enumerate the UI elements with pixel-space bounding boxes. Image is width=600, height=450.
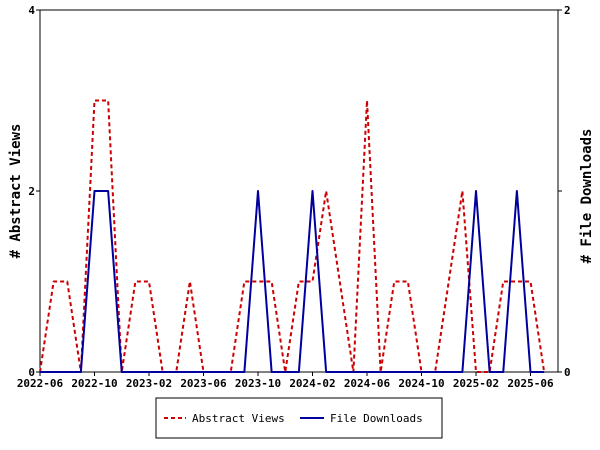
y-right-tick-label: 0	[564, 366, 571, 379]
legend: Abstract Views File Downloads	[155, 397, 443, 439]
legend-box	[155, 397, 443, 439]
x-tick-label: 2025-06	[507, 377, 554, 390]
y-left-axis-title: # Abstract Views	[8, 124, 24, 259]
y-left-tick-label: 0	[28, 366, 35, 379]
x-tick-label: 2025-02	[453, 377, 499, 390]
y-left-tick-label: 2	[28, 185, 35, 198]
x-tick-label: 2022-06	[17, 377, 64, 390]
x-tick-label: 2024-02	[289, 377, 335, 390]
series-line-abstract-views	[39, 99, 546, 373]
x-tick-label: 2023-06	[180, 377, 227, 390]
x-tick-label: 2024-06	[344, 377, 391, 390]
legend-label-abstract-views: Abstract Views	[192, 412, 285, 425]
x-tick-label: 2023-10	[235, 377, 281, 390]
series-layer	[39, 99, 546, 373]
y-right-axis-title: # File Downloads	[579, 129, 595, 264]
x-tick-label: 2024-10	[398, 377, 444, 390]
x-tick-label: 2023-02	[126, 377, 172, 390]
series-line-file-downloads	[40, 190, 545, 373]
y-left-tick-labels: 0 2 4	[28, 4, 35, 379]
y-left-tick-label: 4	[28, 4, 35, 17]
x-tick-label: 2022-10	[71, 377, 117, 390]
y-right-tick-label: 2	[564, 4, 571, 17]
y-right-tick-labels: 02	[564, 4, 571, 379]
x-tick-labels: 2022-06 2022-10 2023-02 2023-06 2023-10 2024-…	[17, 377, 554, 390]
legend-label-file-downloads: File Downloads	[330, 412, 423, 425]
